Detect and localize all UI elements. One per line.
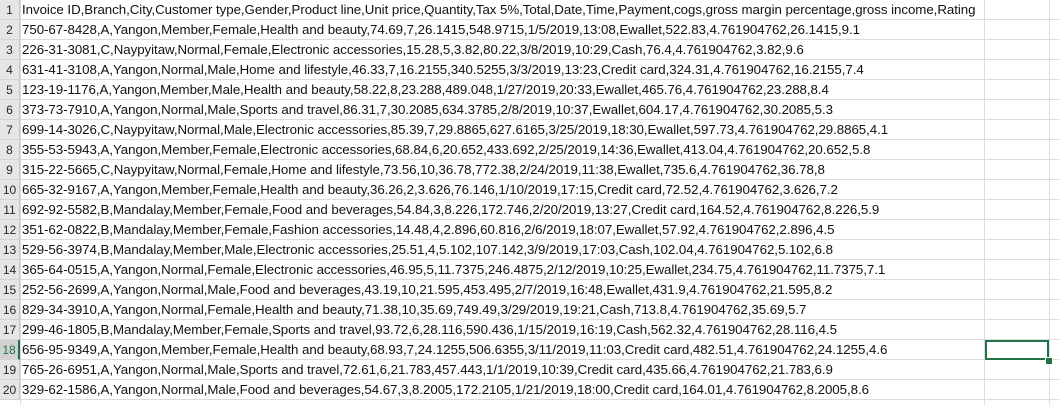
fill-handle[interactable]	[1045, 357, 1053, 365]
row-header[interactable]: 1	[0, 0, 20, 20]
cell-a-text[interactable]: 355-53-5943,A,Yangon,Member,Female,Elect…	[22, 142, 871, 157]
row-header[interactable]: 20	[0, 380, 20, 400]
row-gridline	[20, 79, 1059, 80]
table-row[interactable]: 15 252-56-2699,A,Yangon,Normal,Male,Food …	[0, 280, 1059, 300]
table-row[interactable]: 18 656-95-9349,A,Yangon,Member,Female,Hea…	[0, 340, 1059, 360]
row-gridline	[20, 239, 1059, 240]
column-gridline	[984, 0, 985, 405]
cell-a-text[interactable]: 351-62-0822,B,Mandalay,Member,Female,Fas…	[22, 222, 835, 237]
table-row[interactable]: 11 692-92-5582,B,Mandalay,Member,Female,F…	[0, 200, 1059, 220]
table-row[interactable]: 19 765-26-6951,A,Yangon,Normal,Male,Sport…	[0, 360, 1059, 380]
table-row[interactable]: 6 373-73-7910,A,Yangon,Normal,Male,Sports…	[0, 100, 1059, 120]
cell-a-text[interactable]: 365-64-0515,A,Yangon,Normal,Female,Elect…	[22, 262, 886, 277]
cell-a-text[interactable]: 631-41-3108,A,Yangon,Normal,Male,Home an…	[22, 62, 864, 77]
table-row[interactable]: 3 226-31-3081,C,Naypyitaw,Normal,Female,E…	[0, 40, 1059, 60]
row-gridline	[20, 39, 1059, 40]
cell-a-text[interactable]: 299-46-1805,B,Mandalay,Member,Female,Spo…	[22, 322, 837, 337]
table-row[interactable]: 7 699-14-3026,C,Naypyitaw,Normal,Male,Ele…	[0, 120, 1059, 140]
row-header[interactable]: 4	[0, 60, 20, 80]
row-gridline	[20, 19, 1059, 20]
row-gridline	[20, 259, 1059, 260]
cell-a-text[interactable]: 765-26-6951,A,Yangon,Normal,Male,Sports …	[22, 362, 833, 377]
cell-a-text[interactable]: 656-95-9349,A,Yangon,Member,Female,Healt…	[22, 342, 888, 357]
row-header[interactable]: 14	[0, 260, 20, 280]
row-header[interactable]: 16	[0, 300, 20, 320]
cell-a-text[interactable]: 123-19-1176,A,Yangon,Member,Male,Health …	[22, 82, 829, 97]
row-header[interactable]: 17	[0, 320, 20, 340]
cell-a-text[interactable]: 665-32-9167,A,Yangon,Member,Female,Healt…	[22, 182, 838, 197]
row-gridline	[20, 199, 1059, 200]
row-header[interactable]: 8	[0, 140, 20, 160]
cell-a-text[interactable]: 315-22-5665,C,Naypyitaw,Normal,Female,Ho…	[22, 162, 825, 177]
row-header[interactable]: 3	[0, 40, 20, 60]
row-header[interactable]: 11	[0, 200, 20, 220]
cell-a-text[interactable]: 529-56-3974,B,Mandalay,Member,Male,Elect…	[22, 242, 833, 257]
row-gridline	[20, 359, 1059, 360]
table-row[interactable]: 4 631-41-3108,A,Yangon,Normal,Male,Home a…	[0, 60, 1059, 80]
row-gridline	[20, 119, 1059, 120]
row-gridline	[20, 399, 1059, 400]
selected-cell[interactable]	[985, 340, 1049, 360]
column-gridline	[20, 0, 21, 405]
column-gridline	[1049, 0, 1050, 405]
cell-a-text[interactable]: 750-67-8428,A,Yangon,Member,Female,Healt…	[22, 22, 860, 37]
row-header[interactable]: 10	[0, 180, 20, 200]
row-gridline	[20, 279, 1059, 280]
table-row[interactable]: 8 355-53-5943,A,Yangon,Member,Female,Elec…	[0, 140, 1059, 160]
row-gridline	[20, 299, 1059, 300]
table-row[interactable]: 13 529-56-3974,B,Mandalay,Member,Male,Ele…	[0, 240, 1059, 260]
row-gridline	[20, 319, 1059, 320]
row-gridline	[20, 339, 1059, 340]
table-row[interactable]: 5 123-19-1176,A,Yangon,Member,Male,Health…	[0, 80, 1059, 100]
row-header[interactable]: 7	[0, 120, 20, 140]
cell-a-text[interactable]: Invoice ID,Branch,City,Customer type,Gen…	[22, 2, 976, 17]
row-header[interactable]: 13	[0, 240, 20, 260]
table-row[interactable]: 17 299-46-1805,B,Mandalay,Member,Female,S…	[0, 320, 1059, 340]
table-row[interactable]: 2 750-67-8428,A,Yangon,Member,Female,Heal…	[0, 20, 1059, 40]
cell-a-text[interactable]: 252-56-2699,A,Yangon,Normal,Male,Food an…	[22, 282, 833, 297]
cell-a-text[interactable]: 373-73-7910,A,Yangon,Normal,Male,Sports …	[22, 102, 833, 117]
cell-a-text[interactable]: 226-31-3081,C,Naypyitaw,Normal,Female,El…	[22, 42, 804, 57]
row-gridline	[20, 99, 1059, 100]
table-row[interactable]: 9 315-22-5665,C,Naypyitaw,Normal,Female,H…	[0, 160, 1059, 180]
row-gridline	[20, 379, 1059, 380]
row-header[interactable]: 15	[0, 280, 20, 300]
row-header[interactable]: 6	[0, 100, 20, 120]
row-gridline	[20, 159, 1059, 160]
row-gridline	[20, 219, 1059, 220]
table-row[interactable]: 16 829-34-3910,A,Yangon,Normal,Female,Hea…	[0, 300, 1059, 320]
table-row[interactable]: 10 665-32-9167,A,Yangon,Member,Female,Hea…	[0, 180, 1059, 200]
row-gridline	[20, 59, 1059, 60]
row-header[interactable]: 12	[0, 220, 20, 240]
row-header[interactable]: 2	[0, 20, 20, 40]
row-gridline	[20, 139, 1059, 140]
cell-a-text[interactable]: 692-92-5582,B,Mandalay,Member,Female,Foo…	[22, 202, 880, 217]
row-header[interactable]: 18	[0, 340, 20, 360]
table-row[interactable]: 14 365-64-0515,A,Yangon,Normal,Female,Ele…	[0, 260, 1059, 280]
table-row[interactable]: 20 329-62-1586,A,Yangon,Normal,Male,Food …	[0, 380, 1059, 400]
row-header[interactable]: 9	[0, 160, 20, 180]
row-gridline	[20, 179, 1059, 180]
row-header[interactable]: 5	[0, 80, 20, 100]
cell-a-text[interactable]: 829-34-3910,A,Yangon,Normal,Female,Healt…	[22, 302, 807, 317]
row-header[interactable]: 19	[0, 360, 20, 380]
cell-a-text[interactable]: 329-62-1586,A,Yangon,Normal,Male,Food an…	[22, 382, 869, 397]
table-row[interactable]: 12 351-62-0822,B,Mandalay,Member,Female,F…	[0, 220, 1059, 240]
table-row[interactable]: 1 Invoice ID,Branch,City,Customer type,Ge…	[0, 0, 1059, 20]
cell-a-text[interactable]: 699-14-3026,C,Naypyitaw,Normal,Male,Elec…	[22, 122, 889, 137]
